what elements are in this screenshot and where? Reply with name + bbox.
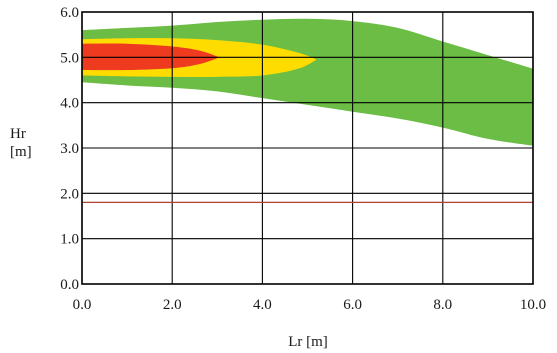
x-tick-label: 2.0 xyxy=(163,297,182,313)
plot-regions xyxy=(82,18,533,146)
y-tick-label: 6.0 xyxy=(60,5,79,21)
y-tick-label: 5.0 xyxy=(60,50,79,66)
y-tick-label: 1.0 xyxy=(60,232,79,248)
region-1 xyxy=(82,18,533,146)
y-tick-label: 0.0 xyxy=(60,277,79,293)
y-tick-label: 2.0 xyxy=(60,186,79,202)
y-axis-label: Hr xyxy=(10,126,26,142)
plot-frame xyxy=(81,11,534,285)
x-tick-label: 6.0 xyxy=(343,297,362,313)
x-tick-label: 10.0 xyxy=(520,297,546,313)
x-tick-label: 0.0 xyxy=(73,297,92,313)
x-tick-labels: 0.0 2.0 4.0 6.0 8.0 10.0 xyxy=(73,297,547,313)
x-tick-label: 8.0 xyxy=(433,297,452,313)
y-tick-label: 3.0 xyxy=(60,141,79,157)
y-tick-labels: 0.0 1.0 2.0 3.0 4.0 5.0 6.0 xyxy=(60,5,79,293)
y-tick-label: 4.0 xyxy=(60,96,79,112)
x-axis-label: Lr [m] xyxy=(288,334,328,350)
y-axis-label-unit: [m] xyxy=(10,144,32,160)
x-tick-label: 4.0 xyxy=(253,297,272,313)
